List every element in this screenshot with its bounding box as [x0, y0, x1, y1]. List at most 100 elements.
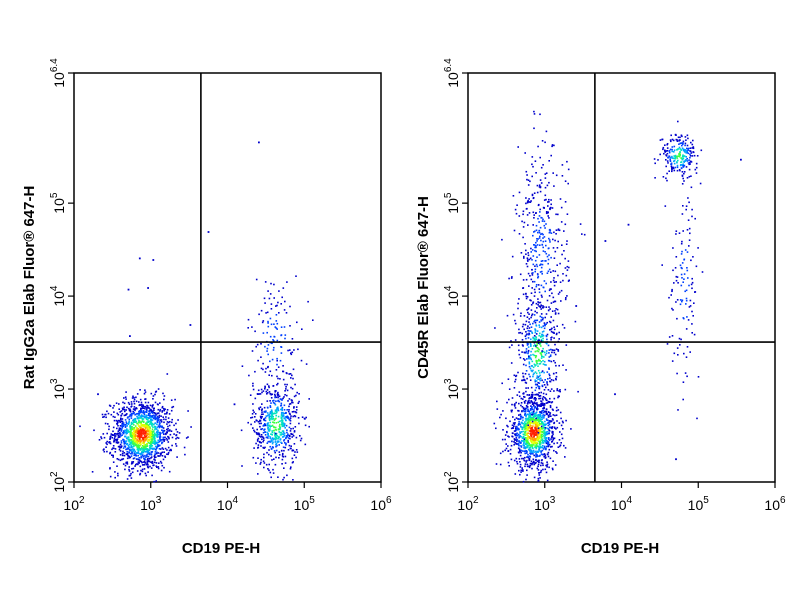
event-dot [267, 322, 269, 324]
event-dot [152, 464, 154, 467]
event-dot [260, 428, 262, 431]
event-dot [665, 155, 668, 157]
event-dot [544, 379, 546, 381]
event-dot [668, 151, 671, 154]
event-dot [141, 417, 143, 420]
event-dot [154, 422, 156, 425]
event-dot [671, 166, 673, 169]
event-dot [269, 406, 272, 408]
event-dot [540, 377, 542, 380]
event-dot [527, 419, 530, 421]
event-dot [549, 377, 551, 379]
event-dot [127, 423, 130, 425]
event-dot [150, 438, 153, 441]
event-dot [124, 396, 127, 398]
event-dot [275, 305, 277, 307]
event-dot [286, 383, 288, 386]
event-dot [285, 419, 287, 422]
event-dot [262, 320, 265, 322]
event-dot [158, 462, 160, 464]
event-dot [547, 262, 549, 265]
event-dot [296, 451, 299, 453]
event-dot [273, 297, 275, 299]
event-dot [113, 447, 115, 450]
event-dot [159, 410, 161, 412]
event-dot [549, 404, 552, 407]
event-dot [146, 443, 148, 445]
event-dot [535, 412, 537, 414]
event-dot [537, 469, 540, 471]
event-dot [144, 446, 146, 449]
event-dot [152, 414, 155, 417]
event-dot [274, 396, 276, 399]
event-dot [538, 432, 541, 435]
event-dot [133, 420, 135, 422]
event-dot [305, 416, 307, 419]
event-dot [539, 418, 541, 420]
x-tick-label: 106 [764, 495, 786, 513]
event-dot [130, 434, 132, 437]
event-dot [528, 355, 530, 358]
event-dot [523, 396, 526, 398]
event-dot [536, 240, 538, 242]
event-dot [533, 415, 535, 418]
event-dot [276, 322, 279, 325]
event-dot [533, 433, 535, 435]
event-dot [277, 441, 279, 443]
event-dot [547, 419, 549, 422]
event-dot [109, 451, 112, 454]
event-dot [283, 404, 286, 407]
event-dot [518, 332, 520, 334]
event-dot [529, 448, 531, 451]
event-dot [137, 424, 140, 426]
event-dot [154, 445, 157, 448]
event-dot [257, 359, 259, 362]
event-dot [551, 441, 553, 443]
event-dot [527, 352, 529, 355]
event-dot [264, 388, 266, 390]
event-dot [676, 157, 679, 159]
event-dot [681, 147, 684, 149]
event-dot [100, 436, 102, 438]
event-dot [256, 419, 258, 422]
event-dot [523, 408, 526, 410]
event-dot [675, 301, 677, 303]
event-dot [548, 254, 550, 256]
event-dot [543, 431, 546, 434]
event-dot [121, 412, 124, 415]
event-dot [535, 355, 538, 357]
event-dot [128, 468, 130, 471]
event-dot [681, 174, 684, 177]
event-dot [252, 456, 255, 459]
event-dot [139, 415, 141, 417]
event-dot [527, 224, 529, 226]
event-dot [524, 421, 526, 423]
event-dot [532, 432, 534, 435]
event-dot [159, 434, 161, 437]
event-dot [270, 413, 272, 415]
event-dot [524, 459, 526, 462]
event-dot [273, 283, 275, 286]
event-dot [169, 421, 171, 423]
event-dot [129, 410, 132, 413]
event-dot [116, 439, 118, 441]
event-dot [152, 423, 155, 426]
event-dot [131, 468, 133, 470]
event-dot [544, 251, 546, 253]
event-dot [560, 206, 563, 209]
event-dot [517, 344, 520, 347]
event-dot [514, 322, 517, 325]
event-dot [680, 149, 683, 151]
event-dot [522, 393, 525, 395]
event-dot [141, 468, 144, 471]
event-dot [141, 451, 143, 454]
event-dot [541, 397, 544, 400]
event-dot [545, 442, 548, 445]
event-dot [173, 433, 175, 435]
event-dot [172, 405, 175, 408]
event-dot [551, 207, 554, 209]
event-dot [691, 155, 694, 157]
event-dot [294, 383, 296, 386]
event-dot [293, 415, 296, 417]
